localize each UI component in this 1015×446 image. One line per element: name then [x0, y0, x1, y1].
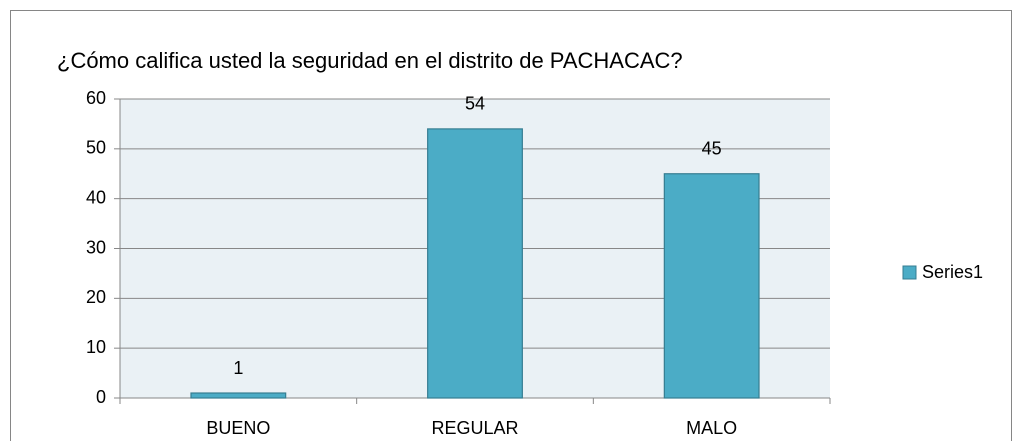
y-tick-label: 20 — [86, 287, 106, 307]
data-label: 45 — [702, 139, 722, 159]
data-label: 1 — [233, 358, 243, 378]
x-tick-label: MALO — [686, 418, 737, 438]
y-tick-label: 30 — [86, 237, 106, 257]
bar — [663, 173, 760, 399]
y-tick-label: 50 — [86, 138, 106, 158]
y-tick-label: 10 — [86, 337, 106, 357]
y-tick-label: 40 — [86, 187, 106, 207]
data-label: 54 — [465, 94, 485, 114]
legend-label: Series1 — [922, 262, 983, 282]
bar — [190, 392, 287, 399]
chart-title: ¿Cómo califica usted la seguridad en el … — [57, 48, 683, 73]
y-tick-label: 60 — [86, 88, 106, 108]
x-tick-label: BUENO — [206, 418, 270, 438]
legend-swatch — [902, 265, 917, 280]
x-tick-label: REGULAR — [431, 418, 518, 438]
bar — [427, 128, 523, 399]
y-tick-label: 0 — [96, 387, 106, 407]
